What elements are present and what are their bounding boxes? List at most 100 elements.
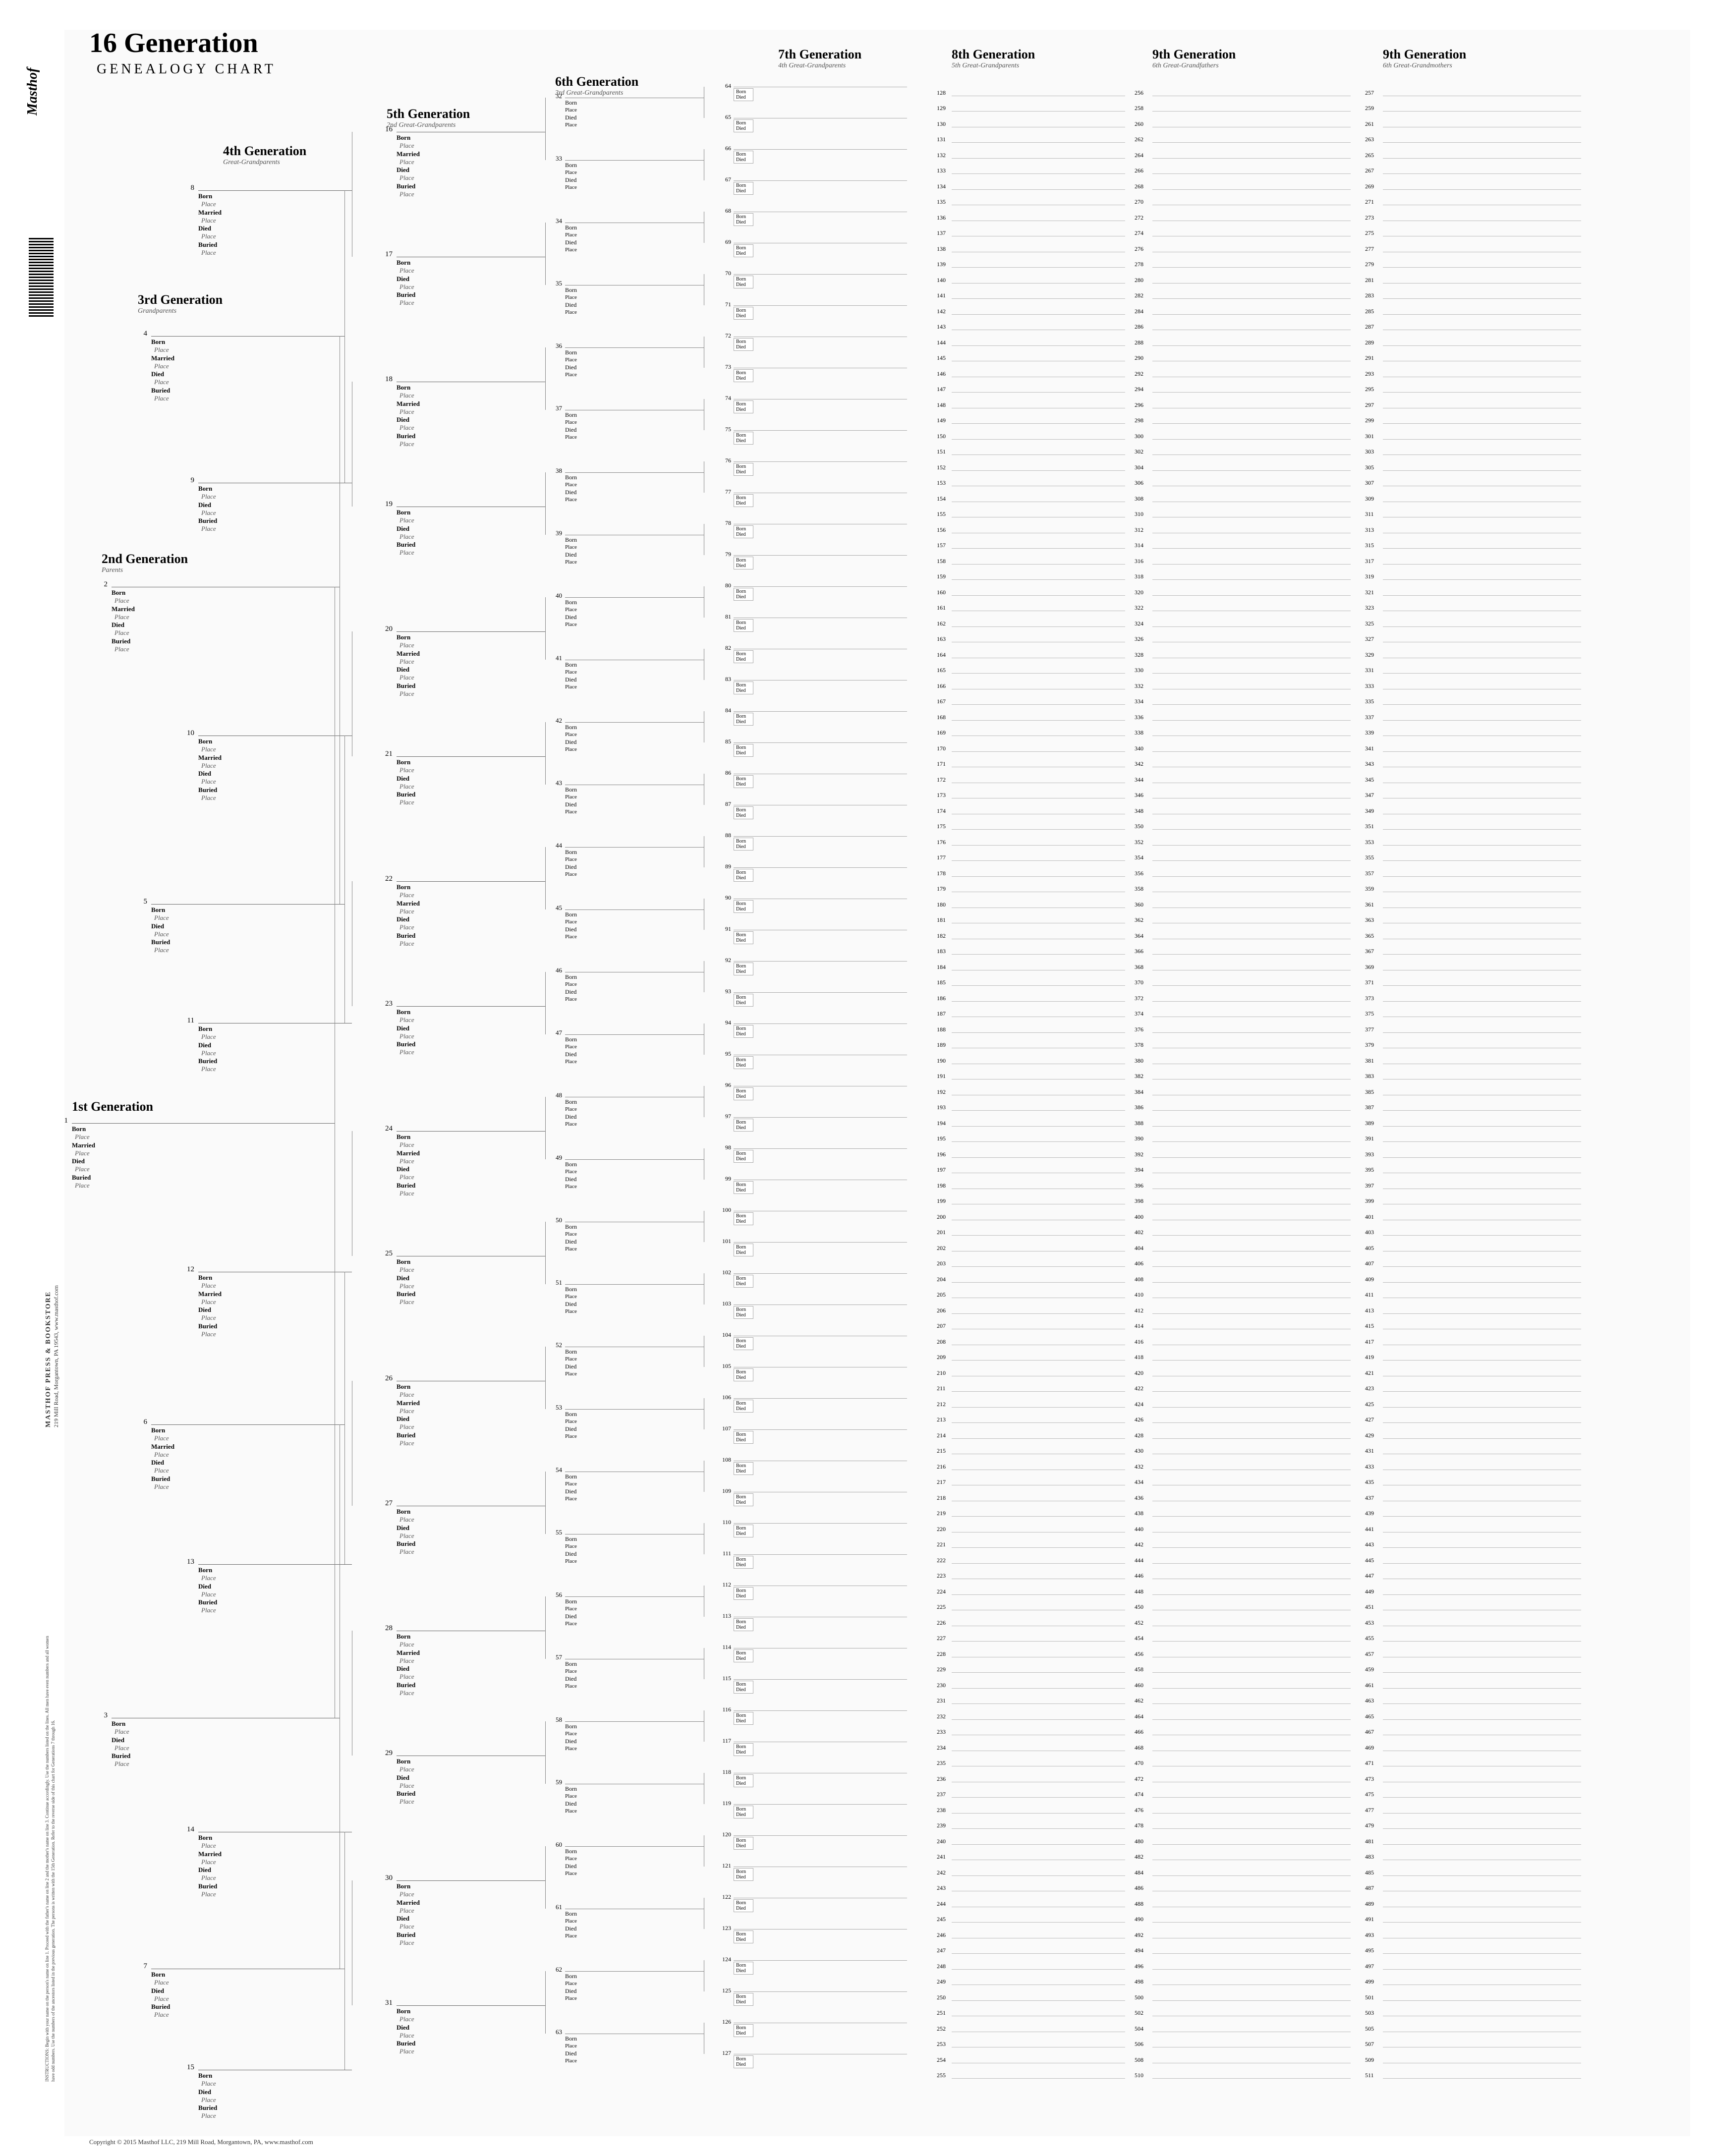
field-label: Died — [736, 532, 751, 537]
field-label: Died — [736, 1937, 751, 1942]
ancestor-row-g8: 234 — [952, 1735, 1125, 1751]
field-place-label: Place — [397, 1641, 420, 1648]
ancestor-row-g9: 476 — [1152, 1798, 1351, 1814]
field-place-label: Place — [565, 669, 577, 675]
ancestor-number: 315 — [1365, 542, 1374, 549]
ancestor-number: 192 — [937, 1088, 946, 1096]
ancestor-row-g9: 455 — [1383, 1626, 1581, 1642]
ancestor-number: 420 — [1135, 1369, 1143, 1377]
ancestor-number: 384 — [1135, 1088, 1143, 1096]
ancestor-block-g7: 94BornDied — [734, 1025, 753, 1038]
ancestor-row-g9: 509 — [1383, 2047, 1581, 2063]
ancestor-row-g8: 252 — [952, 2016, 1125, 2032]
ancestor-block-g6: 34BornPlaceDiedPlace — [565, 224, 577, 253]
ancestor-row-g9: 412 — [1152, 1298, 1351, 1314]
field-label: Buried — [397, 1040, 415, 1048]
ancestor-number: 497 — [1365, 1963, 1374, 1970]
ancestor-number: 368 — [1135, 964, 1143, 971]
ancestor-number: 24 — [385, 1124, 397, 1134]
field-label: Born — [565, 286, 577, 293]
ancestor-number: 245 — [937, 1916, 946, 1923]
ancestor-row-g8: 201 — [952, 1220, 1125, 1236]
ancestor-number: 276 — [1135, 245, 1143, 253]
ancestor-number: 69 — [725, 238, 734, 246]
ancestor-block-g6: 39BornPlaceDiedPlace — [565, 536, 577, 566]
publisher-logo: Masthof — [25, 30, 55, 154]
ancestor-row-g8: 242 — [952, 1860, 1125, 1876]
ancestor-number: 272 — [1135, 214, 1143, 222]
ancestor-number: 379 — [1365, 1041, 1374, 1049]
ancestor-number: 4 — [144, 329, 152, 339]
ancestor-number: 124 — [722, 1956, 734, 1963]
field-place-label: Place — [112, 629, 135, 637]
ancestor-number: 161 — [937, 604, 946, 612]
ancestor-number: 128 — [937, 89, 946, 97]
ancestor-row-g9: 367 — [1383, 939, 1581, 955]
field-label: Buried — [397, 1290, 415, 1298]
field-label: Born — [565, 1848, 577, 1855]
born-died-box: BornDied — [734, 1181, 753, 1194]
ancestor-block-g6: 46BornPlaceDiedPlace — [565, 973, 577, 1003]
ancestor-number: 370 — [1135, 979, 1143, 986]
ancestor-row-g9: 363 — [1383, 908, 1581, 924]
ancestor-number: 60 — [556, 1841, 565, 1849]
ancestor-number: 342 — [1135, 760, 1143, 768]
field-label: Died — [565, 801, 576, 808]
ancestor-number: 47 — [556, 1029, 565, 1037]
field-place-label: Place — [565, 1808, 577, 1814]
field-label: Born — [736, 214, 751, 220]
ancestor-row-g8: 167 — [952, 689, 1125, 705]
generation-heading: 5th Generation — [387, 107, 470, 121]
ancestor-block-g6: 60BornPlaceDiedPlace — [565, 1848, 577, 1877]
field-place-label: Place — [397, 1439, 420, 1447]
ancestor-row-g9: 400 — [1152, 1204, 1351, 1220]
ancestor-row-g8: 223 — [952, 1564, 1125, 1580]
ancestor-row-g8: 198 — [952, 1173, 1125, 1189]
ancestor-row-g8: 216 — [952, 1454, 1125, 1470]
ancestor-row-g9: 342 — [1152, 752, 1351, 768]
ancestor-row-g8: 179 — [952, 877, 1125, 893]
ancestor-number: 312 — [1135, 526, 1143, 534]
ancestor-number: 214 — [937, 1432, 946, 1439]
ancestor-row-g9: 494 — [1152, 1938, 1351, 1954]
ancestor-number: 58 — [556, 1716, 565, 1724]
ancestor-row-g9: 299 — [1383, 408, 1581, 424]
ancestor-number: 450 — [1135, 1603, 1143, 1611]
ancestor-row-g9: 418 — [1152, 1345, 1351, 1361]
field-label: Born — [565, 224, 577, 231]
ancestor-row-g9: 489 — [1383, 1891, 1581, 1907]
ancestor-number: 340 — [1135, 745, 1143, 752]
field-label: Born — [736, 1432, 751, 1437]
ancestor-number: 351 — [1365, 823, 1374, 830]
field-label: Born — [736, 495, 751, 501]
ancestor-number: 390 — [1135, 1135, 1143, 1142]
field-label: Born — [198, 738, 212, 745]
field-label: Born — [736, 1807, 751, 1812]
ancestor-row-g9: 266 — [1152, 159, 1351, 174]
field-label: Died — [736, 1031, 751, 1037]
ancestor-number: 34 — [556, 217, 565, 225]
field-label: Born — [151, 1426, 165, 1434]
ancestor-number: 70 — [725, 270, 734, 277]
ancestor-row-g9: 365 — [1383, 923, 1581, 939]
ancestor-block-g7: 71BornDied — [734, 307, 753, 320]
ancestor-row-g9: 420 — [1152, 1361, 1351, 1376]
ancestor-block-g7: 81BornDied — [734, 619, 753, 632]
ancestor-number: 7 — [144, 1962, 152, 1971]
field-place-label: Place — [397, 1298, 415, 1306]
field-label: Died — [565, 1800, 576, 1807]
field-place-label: Place — [397, 1048, 415, 1056]
ancestor-number: 31 — [385, 1998, 397, 2008]
field-label: Born — [736, 1338, 751, 1344]
field-label: Born — [397, 509, 410, 516]
field-label: Died — [565, 1488, 576, 1495]
ancestor-row-g9: 304 — [1152, 455, 1351, 471]
ancestor-number: 182 — [937, 932, 946, 940]
ancestor-block-g6: 55BornPlaceDiedPlace — [565, 1535, 577, 1565]
ancestor-row-g8: 236 — [952, 1766, 1125, 1782]
ancestor-number: 271 — [1365, 198, 1374, 206]
generation-subheading: 3rd Great-Grandparents — [555, 89, 623, 97]
ancestor-row-g8: 229 — [952, 1657, 1125, 1673]
ancestor-number: 385 — [1365, 1088, 1374, 1096]
field-label: Born — [736, 433, 751, 438]
